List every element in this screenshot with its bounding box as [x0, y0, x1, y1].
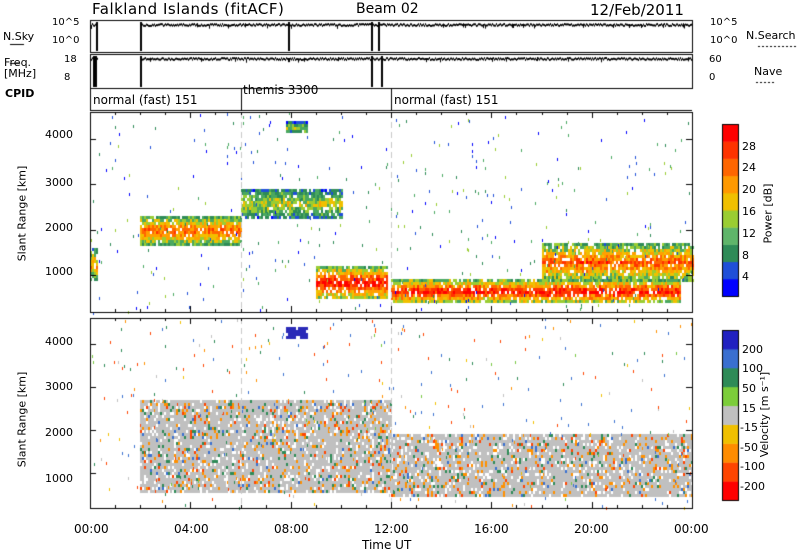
cpid-label: CPID: [5, 87, 35, 100]
xtick-00: 00:00: [74, 522, 109, 536]
velocity-ytick-4000: 4000: [45, 335, 73, 348]
nave-label: Nave: [754, 65, 783, 78]
velocity-ylabel: Slant Range [km]: [15, 371, 29, 468]
nsky-tick-top: 10^5: [52, 17, 80, 28]
velocity-cb-tick-m50: -50: [740, 441, 758, 454]
xtick-24: 00:00: [674, 522, 709, 536]
date-title: 12/Feb/2011: [590, 1, 684, 19]
xaxis-label: Time UT: [362, 538, 412, 552]
nsearch-tick-bottom: 10^0: [710, 35, 738, 46]
velocity-ytick-1000: 1000: [45, 472, 73, 485]
xtick-08: 08:00: [274, 522, 309, 536]
nave-tick-top: 60: [709, 54, 722, 65]
power-cb-label: Power [dB]: [761, 183, 775, 244]
power-ytick-1000: 1000: [45, 265, 73, 278]
freq-unit-label: [MHz]: [4, 67, 37, 80]
velocity-cb-tick-m15: -15: [740, 421, 758, 434]
freq-label: Freq.: [4, 56, 32, 69]
nave-tick-bottom: 0: [709, 72, 716, 83]
velocity-cb-tick-m200: -200: [740, 480, 765, 493]
freq-tick-top: 18: [64, 54, 77, 65]
xtick-16: 16:00: [474, 522, 509, 536]
power-ytick-2000: 2000: [45, 221, 73, 234]
freq-tick-bottom: 8: [64, 72, 71, 83]
power-cb-tick-4: 4: [742, 270, 749, 283]
power-ylabel: Slant Range [km]: [15, 165, 29, 262]
velocity-ytick-2000: 2000: [45, 426, 73, 439]
xtick-12: 12:00: [374, 522, 409, 536]
power-cb-tick-16: 16: [742, 205, 756, 218]
velocity-cb-tick-m100: -100: [740, 460, 765, 473]
velocity-cb-tick-200: 200: [742, 343, 763, 356]
xtick-20: 20:00: [574, 522, 609, 536]
power-cb-tick-28: 28: [742, 140, 756, 153]
power-cb-tick-20: 20: [742, 183, 756, 196]
velocity-cb-tick-100: 100: [742, 362, 763, 375]
power-cb-tick-24: 24: [742, 161, 756, 174]
nsearch-label: N.Search: [746, 29, 796, 42]
cpid-mode-3: normal (fast) 151: [394, 93, 499, 107]
power-ytick-3000: 3000: [45, 176, 73, 189]
nsky-tick-bottom: 10^0: [52, 35, 80, 46]
cpid-mode-2: themis 3300: [243, 83, 319, 97]
beam-title: Beam 02: [356, 1, 419, 17]
nsky-label: N.Sky: [3, 30, 35, 43]
power-ytick-4000: 4000: [45, 128, 73, 141]
velocity-cb-tick-50: 50: [742, 382, 756, 395]
velocity-cb-label: Velocity [m s⁻¹]: [758, 371, 772, 458]
xtick-04: 04:00: [174, 522, 209, 536]
velocity-ytick-3000: 3000: [45, 380, 73, 393]
power-cb-tick-12: 12: [742, 227, 756, 240]
nsearch-tick-top: 10^5: [710, 17, 738, 28]
power-cb-tick-8: 8: [742, 249, 749, 262]
velocity-cb-tick-15: 15: [742, 402, 756, 415]
station-title: Falkland Islands (fitACF): [92, 0, 285, 18]
cpid-mode-1: normal (fast) 151: [93, 93, 198, 107]
